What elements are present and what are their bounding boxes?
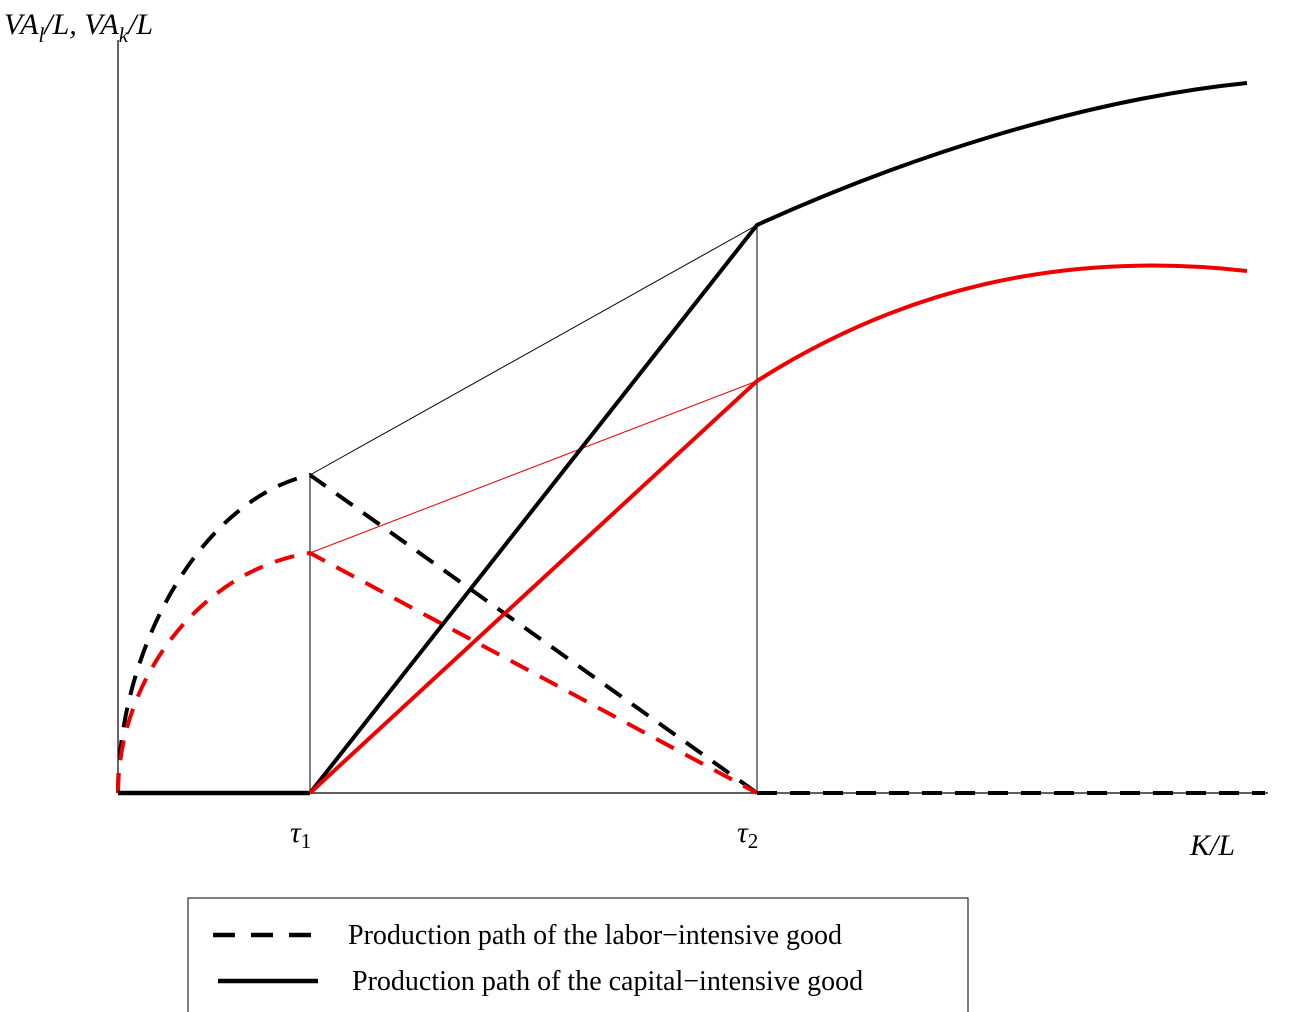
legend-label: Production path of the labor−intensive g… [348, 920, 842, 951]
capital-path-red [308, 263, 1248, 795]
legend-box [187, 897, 969, 1012]
legend-label: Production path of the capital−intensive… [352, 966, 863, 997]
y-axis-label: VAl/L, VAk/L [4, 8, 153, 47]
tick-label: τ1 [290, 816, 311, 853]
x-axis-label: K/L [1189, 829, 1235, 862]
labor-path [116, 472, 759, 795]
capital-path [308, 81, 1248, 795]
chord [309, 224, 758, 476]
chord [309, 380, 758, 554]
tick-label: τ2 [737, 816, 758, 853]
labor-path-red [116, 550, 758, 795]
